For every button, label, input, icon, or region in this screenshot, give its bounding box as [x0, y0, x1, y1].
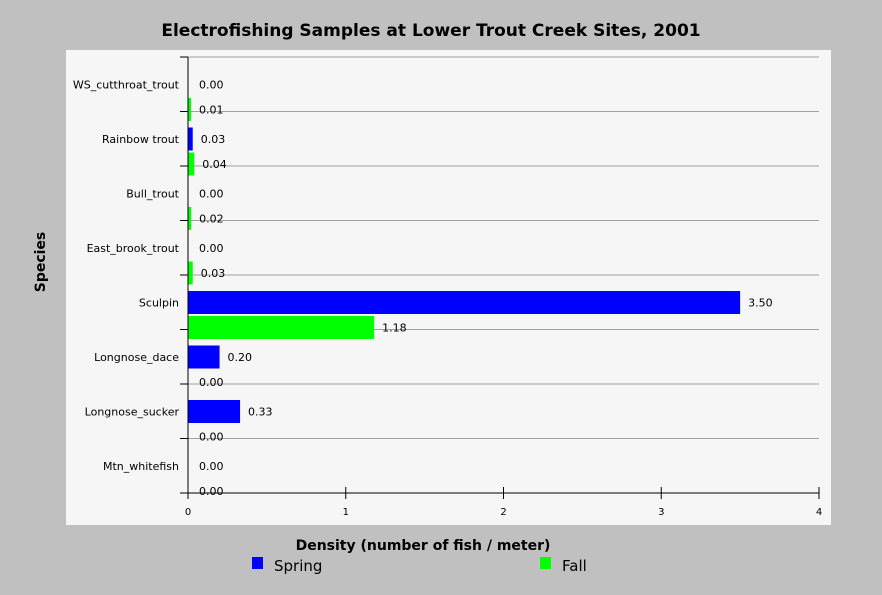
bar-spring — [188, 400, 241, 423]
bar-spring — [188, 127, 193, 151]
bar-fall — [188, 207, 192, 230]
bar-fall — [188, 316, 375, 339]
legend-swatch-spring — [252, 557, 263, 569]
value-label: 1.18 — [382, 322, 407, 335]
bar-spring — [188, 345, 220, 369]
value-label: 0.04 — [202, 158, 227, 171]
x-axis: 0 1 2 3 4 — [185, 57, 822, 518]
category-label: Rainbow trout — [102, 133, 180, 146]
x-tick-label: 2 — [500, 507, 506, 518]
category-label: East_brook_trout — [87, 242, 180, 255]
value-label: 0.00 — [199, 242, 224, 255]
legend: Spring Fall — [252, 557, 587, 575]
value-label: 0.20 — [228, 351, 253, 364]
value-label: 0.00 — [199, 431, 224, 444]
value-label: 0.33 — [248, 406, 273, 419]
value-labels: 0.00 0.03 0.00 0.00 3.50 0.20 0.33 0.00 0.01 0.04… — [199, 79, 773, 499]
x-tick-label: 3 — [658, 507, 664, 518]
bars — [188, 98, 741, 423]
value-label: 0.00 — [199, 188, 224, 201]
value-label: 0.00 — [199, 460, 224, 473]
x-axis-title: Density (number of fish / meter) — [296, 538, 551, 554]
plot-panel — [66, 50, 831, 525]
category-label: WS_cutthroat_trout — [73, 78, 180, 91]
value-label: 0.01 — [199, 104, 224, 117]
legend-swatch-fall — [540, 557, 551, 569]
x-tick-label: 0 — [185, 507, 191, 518]
category-label: Mtn_whitefish — [103, 460, 179, 473]
bar-fall — [188, 98, 191, 121]
category-label: Longnose_sucker — [85, 405, 180, 418]
value-label: 0.02 — [199, 213, 224, 226]
bar-fall — [188, 152, 195, 176]
value-label: 0.00 — [199, 485, 224, 498]
category-label: Bull_trout — [126, 187, 179, 200]
value-label: 0.00 — [199, 376, 224, 389]
category-labels: WS_cutthroat_trout Rainbow trout Bull_trou… — [73, 78, 180, 473]
chart-title: Electrofishing Samples at Lower Trout Cr… — [161, 21, 700, 41]
category-label: Longnose_dace — [94, 351, 179, 364]
bar-fall — [188, 261, 193, 285]
value-label: 0.03 — [201, 133, 226, 146]
x-tick-label: 1 — [343, 507, 349, 518]
y-axis-title: Species — [33, 232, 49, 293]
bar-spring — [188, 291, 741, 314]
value-label: 0.03 — [201, 267, 226, 280]
legend-label-fall: Fall — [562, 557, 587, 575]
category-label: Sculpin — [139, 296, 179, 309]
x-tick-label: 4 — [816, 507, 822, 518]
legend-label-spring: Spring — [274, 557, 322, 575]
value-label: 3.50 — [748, 297, 773, 310]
value-label: 0.00 — [199, 79, 224, 92]
